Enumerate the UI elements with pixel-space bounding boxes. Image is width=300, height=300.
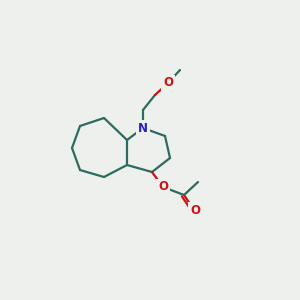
Text: O: O [190,203,200,217]
Text: N: N [138,122,148,134]
Text: O: O [163,76,173,89]
Text: O: O [158,181,168,194]
